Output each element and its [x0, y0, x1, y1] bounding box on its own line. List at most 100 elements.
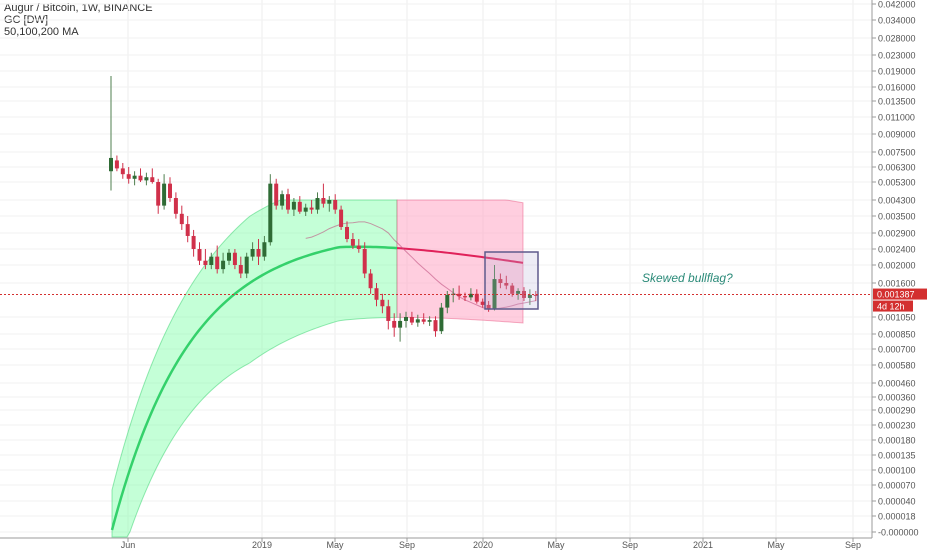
candle: [280, 190, 285, 210]
x-tick-label: May: [767, 540, 785, 550]
candle: [232, 249, 237, 270]
candle: [433, 316, 438, 337]
candle-body: [185, 224, 190, 236]
candle: [215, 245, 220, 274]
y-tick-label: 0.000360: [878, 393, 916, 403]
x-tick-label: Jun: [121, 540, 136, 550]
candle-body: [510, 285, 515, 294]
candle-body: [421, 319, 426, 322]
candle-body: [457, 293, 462, 297]
candle-body: [227, 252, 231, 261]
x-tick-label: 2020: [473, 540, 493, 550]
y-tick-label: 0.001050: [878, 313, 916, 323]
y-tick-label: 0.000135: [878, 451, 916, 461]
candle-body: [368, 273, 373, 289]
candle-body: [315, 198, 320, 210]
x-tick-label: May: [547, 540, 565, 550]
candle-body: [409, 317, 414, 323]
candle-body: [527, 294, 532, 298]
price-badge-bg: [873, 288, 927, 300]
candle-body: [168, 183, 172, 199]
x-tick-label: 2021: [693, 540, 713, 550]
candle-body: [280, 194, 285, 206]
candle-body: [203, 260, 208, 265]
candle: [109, 76, 113, 191]
y-tick-label: 0.000460: [878, 379, 916, 389]
x-tick-label: 2019: [252, 540, 272, 550]
y-tick-label: 0.013500: [878, 97, 916, 107]
gc-band-red: [396, 199, 524, 324]
candle: [498, 273, 503, 289]
candle-body: [504, 283, 509, 286]
candle-body: [162, 183, 167, 206]
candle-body: [327, 200, 332, 204]
candle-body: [303, 207, 308, 212]
candle: [168, 177, 172, 202]
candle: [480, 298, 485, 308]
candle: [156, 178, 161, 214]
candle-body: [492, 279, 497, 309]
candle: [404, 311, 408, 328]
candle-body: [433, 320, 438, 332]
bullflag-box: [484, 251, 539, 310]
candle-body: [120, 168, 125, 175]
candle: [457, 285, 462, 300]
candle-body: [404, 317, 408, 321]
candle: [286, 188, 290, 214]
candle-body: [362, 249, 367, 274]
y-tick-label: 0.000290: [878, 406, 916, 416]
candle: [150, 168, 155, 184]
candle: [132, 171, 137, 186]
candle: [144, 172, 149, 186]
y-tick-label: 0.023000: [878, 51, 916, 61]
candle-body: [173, 198, 178, 214]
candle-body: [286, 194, 290, 210]
candle: [244, 252, 249, 279]
candle-body: [191, 235, 196, 249]
candle-body: [321, 198, 326, 204]
candle: [191, 229, 196, 257]
gc-midline-red: [396, 247, 524, 264]
candle-body: [486, 304, 491, 309]
candle: [315, 192, 320, 214]
candle-body: [132, 175, 137, 179]
candle: [256, 239, 261, 265]
candle: [527, 289, 532, 305]
y-tick-label: 0.002000: [878, 261, 916, 271]
candle: [262, 235, 267, 261]
candle: [173, 192, 178, 219]
candle-body: [138, 175, 143, 181]
y-tick-label: 0.005300: [878, 178, 916, 188]
candle: [126, 167, 131, 184]
candle-body: [150, 177, 155, 182]
candle: [274, 178, 279, 210]
candle-body: [144, 177, 149, 181]
candle: [250, 242, 255, 261]
candle-body: [468, 293, 473, 298]
bullflag-rect: [484, 251, 539, 310]
overlay: [0, 251, 872, 310]
candle-body: [262, 242, 267, 257]
candle-body: [445, 294, 450, 308]
gc-midline-green: [110, 245, 398, 531]
candle: [504, 275, 509, 290]
candle-body: [498, 279, 503, 283]
price-badge: 0.001387 4d 12h: [873, 288, 927, 312]
candle: [238, 256, 243, 279]
x-tick-label: Sep: [845, 540, 861, 550]
candle-body: [533, 294, 538, 296]
candle: [421, 313, 426, 325]
candle: [197, 242, 202, 265]
candle-body: [350, 239, 355, 246]
candle: [350, 233, 355, 249]
candle: [409, 311, 414, 326]
candle: [339, 205, 344, 230]
candle: [362, 242, 367, 279]
y-tick-label: 0.004300: [878, 196, 916, 206]
candle-body: [374, 288, 379, 300]
y-tick-label: 0.034000: [878, 16, 916, 26]
candle-body: [398, 320, 403, 328]
candle: [333, 194, 338, 214]
